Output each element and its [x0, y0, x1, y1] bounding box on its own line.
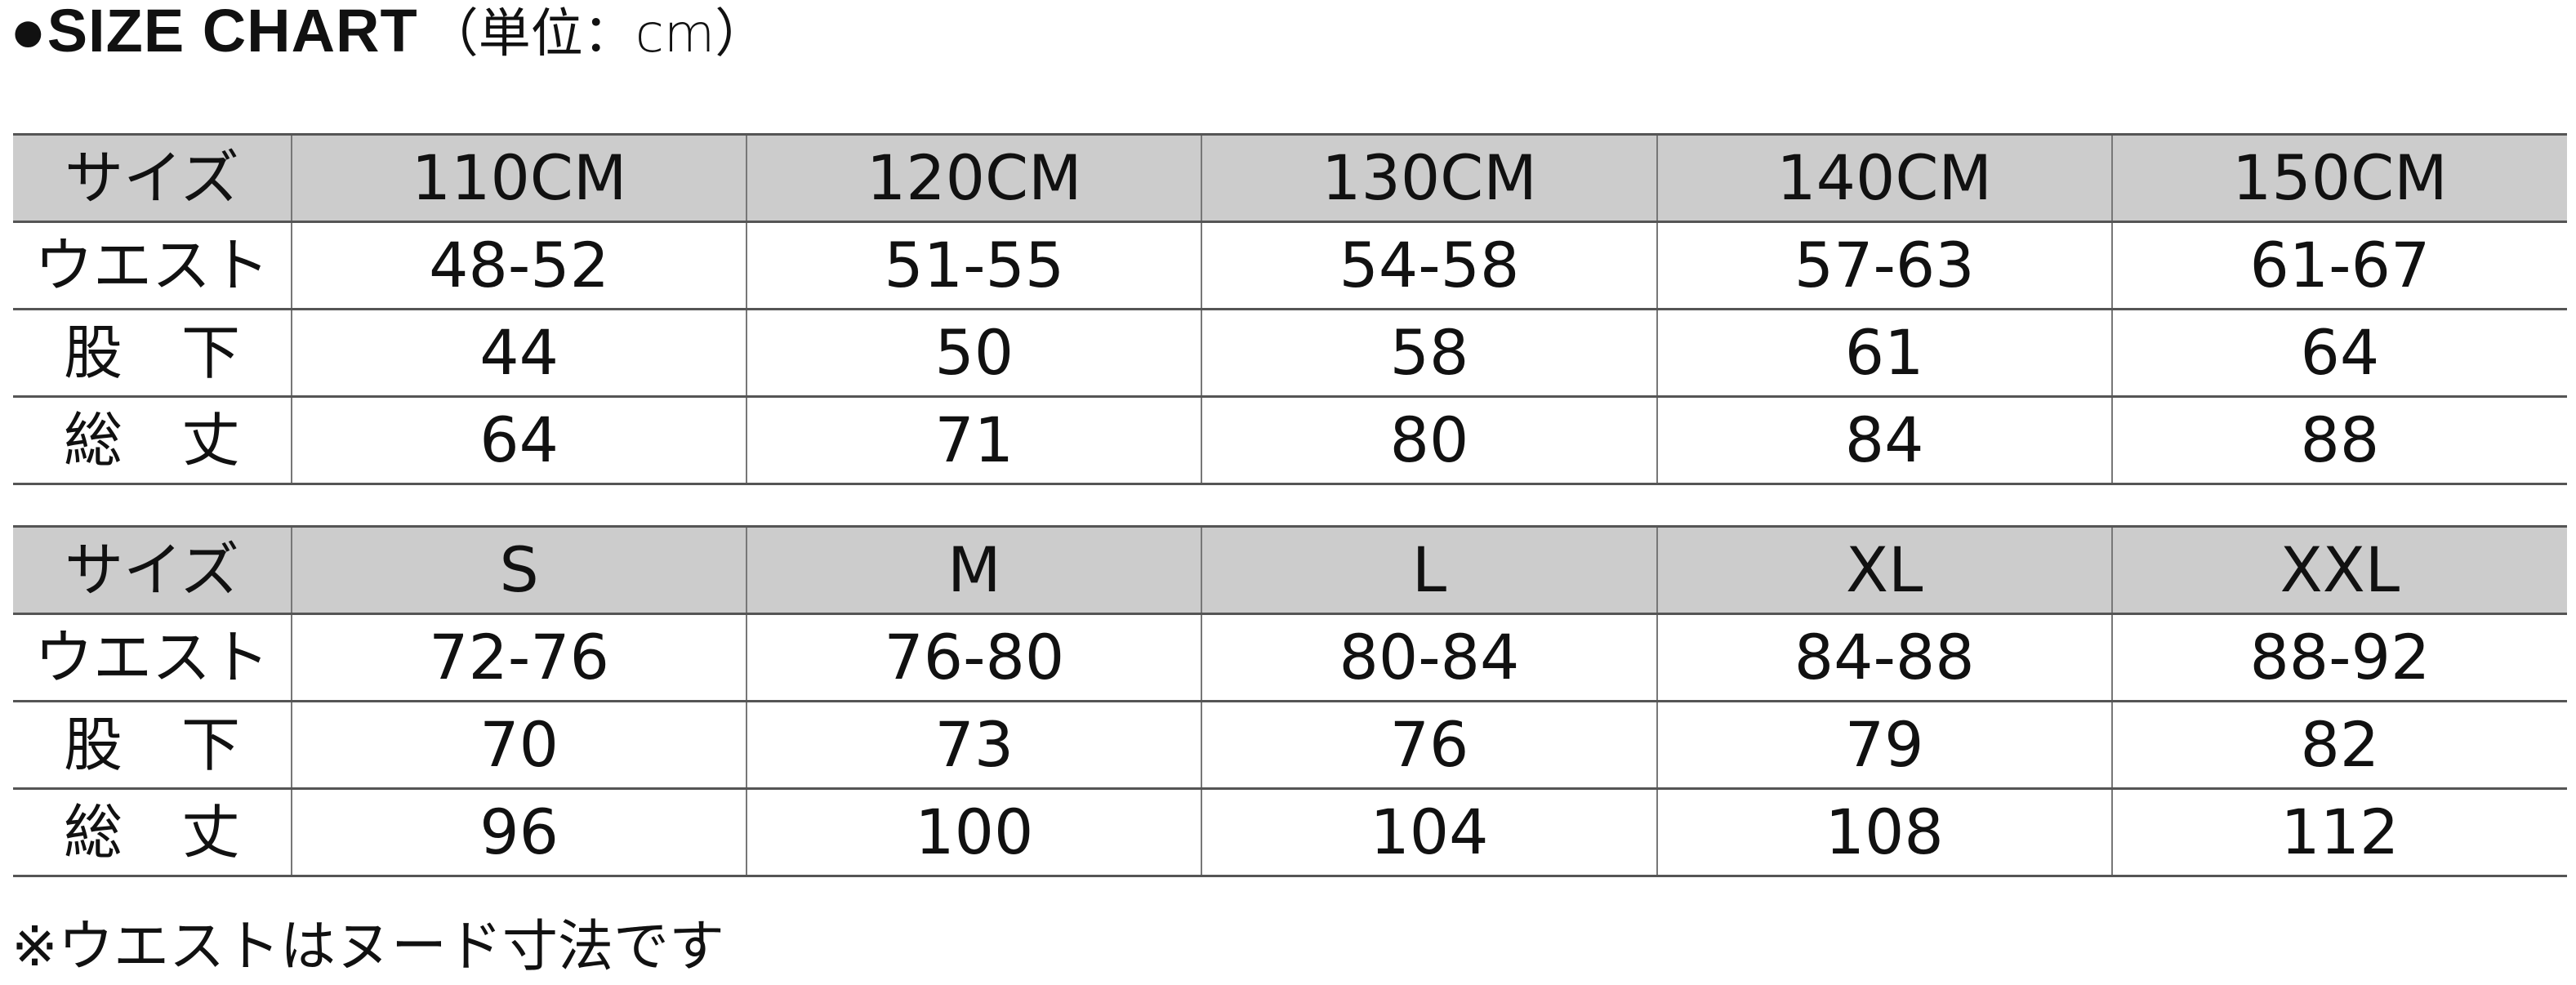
measurement-cell: 96 [290, 787, 747, 877]
table-row: ウエスト 48-52 51-55 54-58 57-63 61-67 [13, 221, 2567, 310]
title-main: ●SIZE CHART [10, 0, 418, 65]
measurement-cell: 58 [1201, 308, 1657, 398]
row-label: 総 丈 [13, 787, 292, 877]
measurement-cell: 76-80 [746, 613, 1202, 702]
measurement-cell: 84 [1656, 395, 2112, 485]
measurement-cell: 50 [746, 308, 1202, 398]
title-unit: （単位：cm） [426, 4, 768, 65]
header-row: サイズ S M L XL XXL [13, 525, 2567, 615]
measurement-cell: 112 [2110, 787, 2567, 877]
size-header: 130CM [1201, 133, 1657, 223]
row-label: 総 丈 [13, 395, 292, 485]
size-header: 150CM [2110, 133, 2567, 223]
measurement-cell: 104 [1201, 787, 1657, 877]
measurement-cell: 80 [1201, 395, 1657, 485]
row-label: 股 下 [13, 308, 292, 398]
measurement-cell: 80-84 [1201, 613, 1657, 702]
measurement-cell: 82 [2110, 700, 2567, 790]
measurement-cell: 70 [290, 700, 747, 790]
measurement-cell: 108 [1656, 787, 2112, 877]
header-label: サイズ [13, 133, 292, 223]
measurement-cell: 100 [746, 787, 1202, 877]
footnote: ※ウエストはヌード寸法です [11, 915, 724, 979]
size-header: XXL [2110, 525, 2567, 615]
row-label: ウエスト [13, 613, 292, 702]
size-header: XL [1656, 525, 2112, 615]
measurement-cell: 71 [746, 395, 1202, 485]
row-label: 股 下 [13, 700, 292, 790]
measurement-cell: 54-58 [1201, 221, 1657, 310]
measurement-cell: 73 [746, 700, 1202, 790]
header-label: サイズ [13, 525, 292, 615]
table-row: 股 下 44 50 58 61 64 [13, 308, 2567, 398]
measurement-cell: 64 [290, 395, 747, 485]
measurement-cell: 72-76 [290, 613, 747, 702]
measurement-cell: 44 [290, 308, 747, 398]
measurement-cell: 51-55 [746, 221, 1202, 310]
size-header: 140CM [1656, 133, 2112, 223]
size-table-kids: サイズ 110CM 120CM 130CM 140CM 150CM ウエスト 48-52 51-… [13, 133, 2567, 485]
size-header: L [1201, 525, 1657, 615]
measurement-cell: 79 [1656, 700, 2112, 790]
measurement-cell: 84-88 [1656, 613, 2112, 702]
size-header: M [746, 525, 1202, 615]
measurement-cell: 76 [1201, 700, 1657, 790]
row-label: ウエスト [13, 221, 292, 310]
table-row: 股 下 70 73 76 79 82 [13, 700, 2567, 790]
size-header: S [290, 525, 747, 615]
measurement-cell: 88 [2110, 395, 2567, 485]
table-row: 総 丈 64 71 80 84 88 [13, 395, 2567, 485]
measurement-cell: 61 [1656, 308, 2112, 398]
size-header: 110CM [290, 133, 747, 223]
measurement-cell: 57-63 [1656, 221, 2112, 310]
measurement-cell: 48-52 [290, 221, 747, 310]
table-row: 総 丈 96 100 104 108 112 [13, 787, 2567, 877]
measurement-cell: 88-92 [2110, 613, 2567, 702]
size-header: 120CM [746, 133, 1202, 223]
measurement-cell: 64 [2110, 308, 2567, 398]
header-row: サイズ 110CM 120CM 130CM 140CM 150CM [13, 133, 2567, 223]
measurement-cell: 61-67 [2110, 221, 2567, 310]
table-row: ウエスト 72-76 76-80 80-84 84-88 88-92 [13, 613, 2567, 702]
size-table-adult: サイズ S M L XL XXL ウエスト 72-76 76-80 80-84 84-88 88-92… [13, 525, 2567, 877]
page-title: ●SIZE CHART （単位：cm） [10, 0, 767, 69]
